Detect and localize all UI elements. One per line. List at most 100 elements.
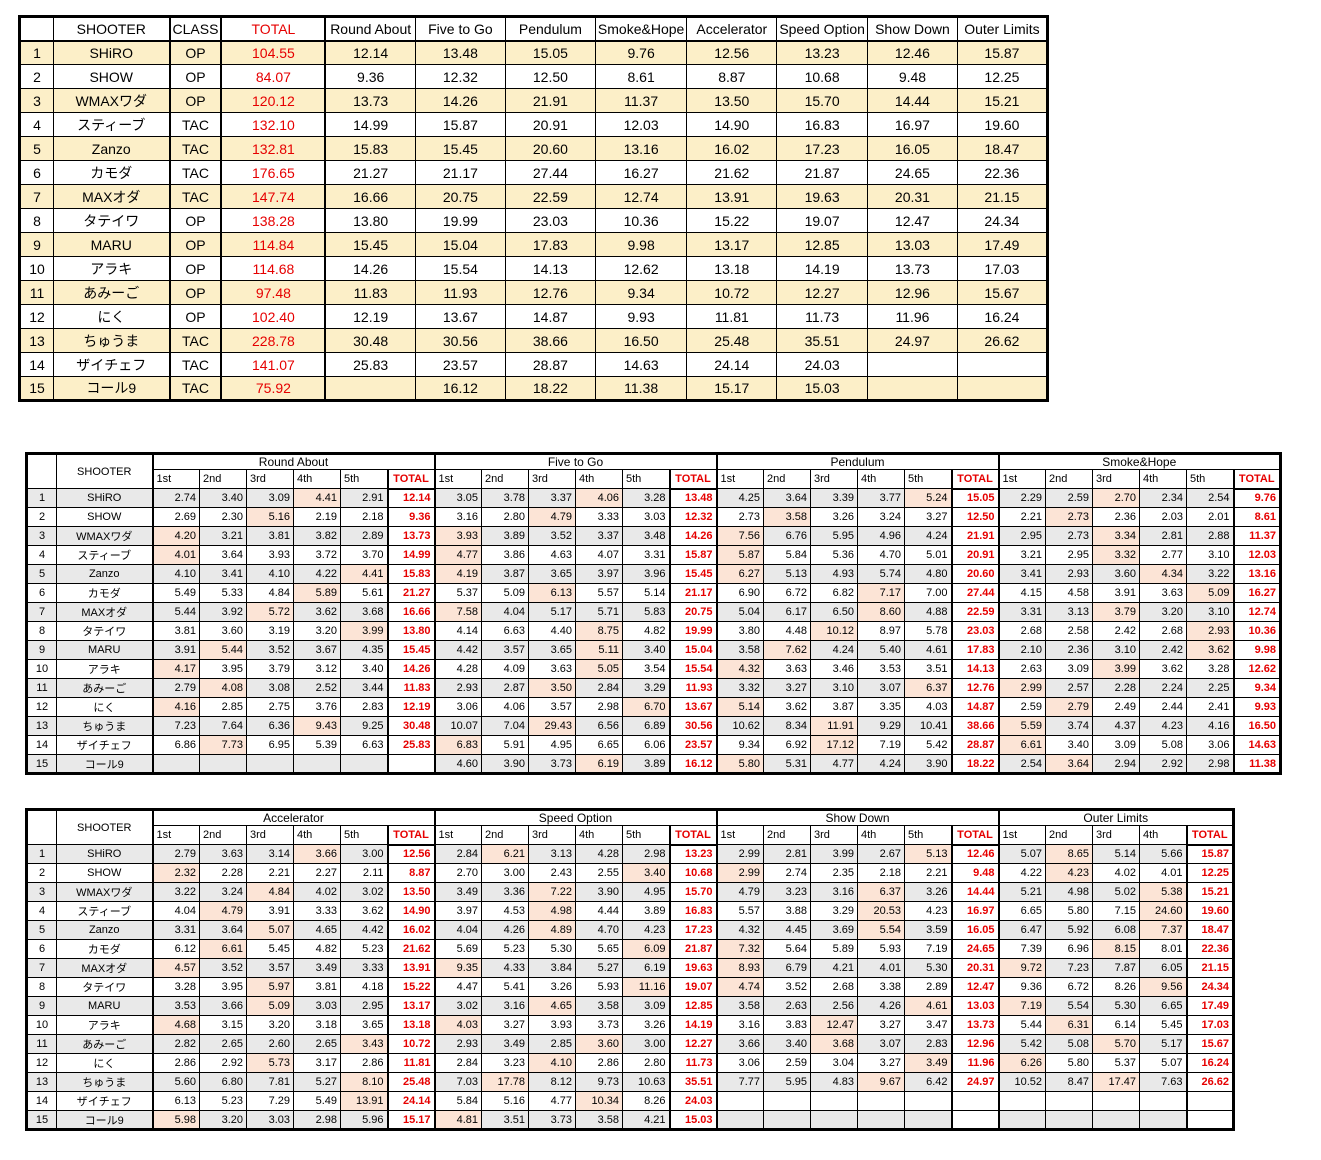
stage-score-cell: 6.72	[763, 583, 811, 603]
stage-score-cell: 3.99	[810, 844, 858, 864]
stage-score-cell: 3.78	[481, 488, 529, 508]
stage-total-cell: 11.38	[594, 376, 688, 401]
total-cell: 38.66	[950, 716, 1000, 736]
stage-score-cell: 2.27	[293, 863, 341, 883]
rank-cell: 14	[26, 1091, 57, 1111]
shooter-cell: カモダ	[56, 939, 153, 959]
shooter-cell: スティーブ	[56, 545, 153, 565]
stage-score-cell: 5.96	[340, 1110, 388, 1130]
stage-score-cell: 2.91	[340, 488, 388, 508]
shooter-cell: SHOW	[53, 64, 170, 89]
total-cell: 21.91	[950, 526, 1000, 546]
shooter-cell: SHiRO	[56, 844, 153, 864]
rank-cell: 8	[19, 208, 54, 233]
shooter-cell: コール9	[53, 376, 170, 401]
stage-score-cell: 7.23	[1045, 958, 1093, 978]
total-cell: 13.18	[386, 1015, 436, 1035]
stage-score-cell: 6.05	[1139, 958, 1187, 978]
stage-score-cell: 7.32	[715, 939, 764, 959]
shooter-cell: WMAXワダ	[56, 526, 153, 546]
total-cell: 21.62	[386, 939, 436, 959]
group-header: Accelerator	[151, 809, 435, 826]
total-cell: 30.56	[668, 716, 718, 736]
rank-cell: 10	[26, 1015, 57, 1035]
stage-score-cell: 3.57	[528, 697, 576, 717]
stage-score-cell: 2.87	[481, 678, 529, 698]
total-cell: 176.65	[220, 160, 326, 185]
stage-score-cell: 2.99	[715, 844, 764, 864]
total-cell: 104.55	[220, 40, 326, 65]
stage-score-cell: 2.63	[763, 996, 811, 1016]
stage-score-cell: 3.65	[340, 1015, 388, 1035]
stage-score-cell: 3.06	[1186, 735, 1234, 755]
stage-total-cell: 15.22	[686, 208, 778, 233]
stage-score-cell: 7.04	[481, 716, 529, 736]
stage-score-cell: 3.04	[810, 1053, 858, 1073]
stage-score-cell: 3.93	[246, 545, 294, 565]
stage-score-cell: 5.23	[340, 939, 388, 959]
stage-score-cell	[1139, 1110, 1187, 1130]
stage-score-cell: 3.53	[151, 996, 200, 1016]
stage-score-cell: 3.65	[528, 564, 576, 584]
stage-score-cell: 3.10	[1092, 640, 1140, 660]
class-cell: OP	[168, 208, 222, 233]
stage-score-cell: 11.16	[622, 977, 670, 997]
stage-score-cell: 13.91	[340, 1091, 388, 1111]
stage-score-cell: 6.13	[528, 583, 576, 603]
stage-total-cell: 15.45	[324, 232, 416, 257]
stage-score-cell: 2.69	[151, 507, 200, 527]
rank-cell: 12	[26, 1053, 57, 1073]
total-cell: 20.75	[668, 602, 718, 622]
stage-score-cell: 6.86	[151, 735, 200, 755]
stage-total-cell: 17.23	[776, 136, 868, 161]
stage-total-cell: 10.36	[594, 208, 688, 233]
stage-header: 2nd	[199, 469, 247, 489]
stage-header: 3rd	[1092, 825, 1140, 845]
stage-score-cell: 3.36	[481, 882, 529, 902]
stage-score-cell: 4.89	[528, 920, 576, 940]
stage-score-cell: 3.63	[763, 659, 811, 679]
stage-total-cell: 13.03	[866, 232, 958, 257]
stage-total-cell: 14.63	[594, 352, 688, 377]
stage-header: 2nd	[763, 825, 811, 845]
stage-score-cell: 4.58	[1045, 583, 1093, 603]
class-cell: TAC	[168, 328, 222, 353]
stage-score-cell: 3.93	[433, 526, 482, 546]
stage-score-cell: 4.19	[433, 564, 482, 584]
stage-score-cell	[293, 754, 341, 774]
stage-score-cell: 2.79	[1045, 697, 1093, 717]
rank-cell: 5	[26, 564, 57, 584]
stage-total-cell: 14.44	[866, 88, 958, 113]
stage-score-cell: 2.81	[763, 844, 811, 864]
stage-total-cell: 9.34	[594, 280, 688, 305]
stage-total-cell: 15.67	[956, 280, 1048, 305]
stage-score-cell: 7.00	[904, 583, 952, 603]
stage-total-cell: 15.17	[686, 376, 778, 401]
total-cell: 18.47	[1185, 920, 1235, 940]
stage-score-cell	[763, 1091, 811, 1111]
stage-score-cell: 4.02	[1092, 863, 1140, 883]
stage-total-cell: 12.47	[866, 208, 958, 233]
stage-header: 2nd	[199, 825, 247, 845]
stage-score-cell: 4.15	[997, 583, 1046, 603]
stage-score-cell: 2.83	[340, 697, 388, 717]
stage-score-cell: 8.34	[763, 716, 811, 736]
stage-score-cell: 6.63	[340, 735, 388, 755]
stage-score-cell: 4.22	[997, 863, 1046, 883]
total-cell: 21.27	[386, 583, 436, 603]
stage-score-cell: 4.23	[904, 901, 952, 921]
stage-score-cell: 4.68	[151, 1015, 200, 1035]
stage-score-cell: 6.17	[763, 602, 811, 622]
stage-score-cell	[810, 1110, 858, 1130]
stage-score-cell	[715, 1110, 764, 1130]
stage-score-cell: 7.19	[857, 735, 905, 755]
class-cell: TAC	[168, 352, 222, 377]
rank-cell: 15	[26, 1110, 57, 1130]
stage-score-cell: 3.13	[1045, 602, 1093, 622]
total-cell: 13.91	[386, 958, 436, 978]
stage-score-cell: 5.45	[1139, 1015, 1187, 1035]
stage-score-cell: 8.93	[715, 958, 764, 978]
total-cell: 28.87	[950, 735, 1000, 755]
rank-cell: 7	[19, 184, 54, 209]
total-cell: 15.45	[668, 564, 718, 584]
